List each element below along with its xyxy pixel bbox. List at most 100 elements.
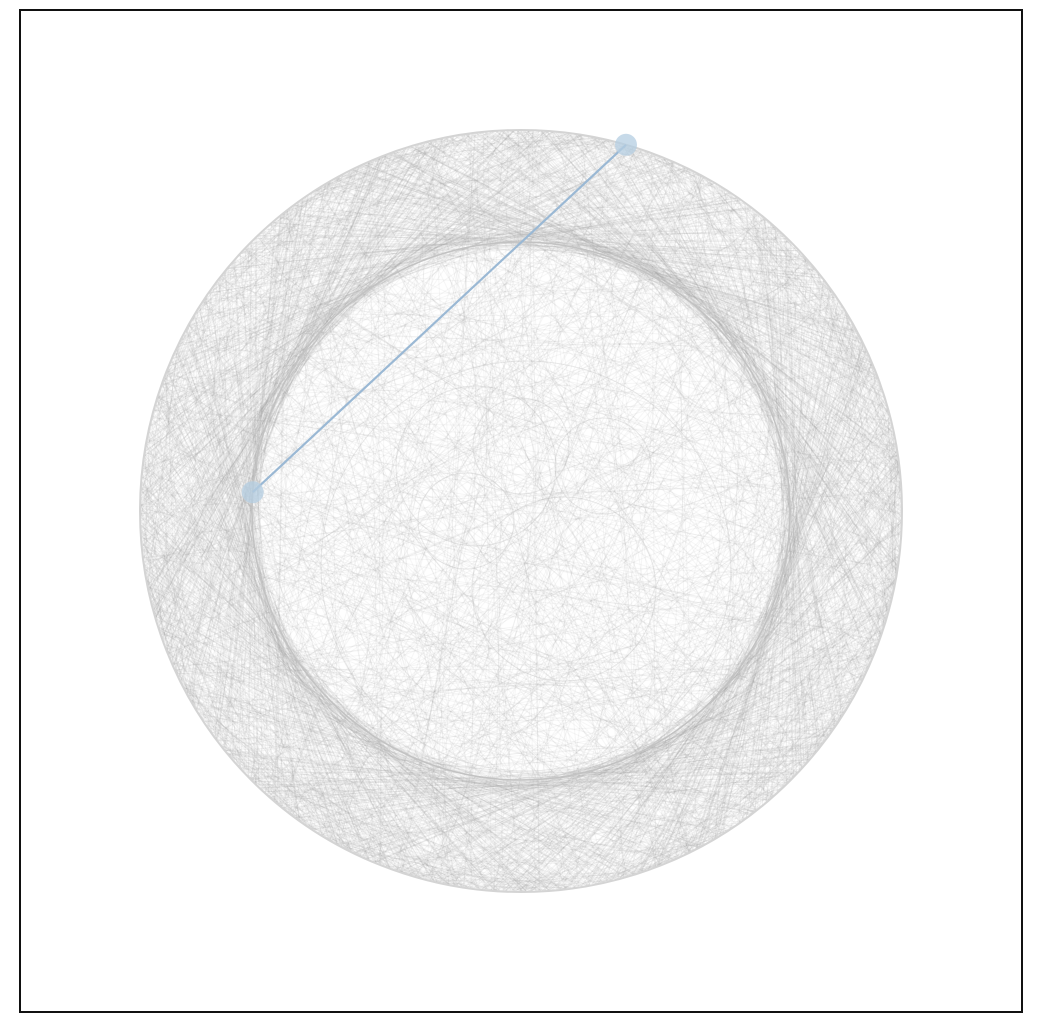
background-chord [175,158,378,674]
outer-circle [139,129,903,893]
background-chord [767,220,810,761]
background-chord [185,330,346,849]
background-chord [152,143,419,609]
background-chord [160,633,792,780]
background-chord [145,156,662,579]
background-chord [509,196,737,892]
background-chord [800,252,899,458]
background-chord [282,213,807,259]
background-chord [391,152,899,459]
background-chord [257,232,782,237]
background-chord [322,185,859,335]
background-chord [167,368,361,857]
background-chord [829,365,874,735]
background-chord [468,133,568,890]
background-chord [392,151,902,484]
background-chord [763,217,808,763]
background-chord [297,819,703,847]
background-chord [237,764,723,835]
background-chord [568,829,730,890]
background-chord [142,560,211,732]
background-chord [284,138,443,811]
background-chord [145,446,377,864]
background-chord [372,159,872,361]
background-chord [678,479,902,858]
background-chord [704,176,875,368]
background-chord [722,289,832,835]
background-chord [764,218,800,772]
background-chord [232,207,753,264]
background-chord [766,592,894,803]
background-chord [377,157,900,560]
background-chord [435,159,669,883]
background-chord [158,350,868,630]
background-chord [240,228,778,255]
background-chord [196,711,284,810]
background-chord [239,253,282,807]
background-chord [548,607,890,892]
background-chord [392,151,901,480]
background-chord [503,603,891,893]
background-chord [203,617,887,722]
background-chord [163,377,887,621]
background-chord [139,505,497,892]
background-chord [164,374,352,853]
background-chord [830,288,898,575]
background-chord [519,129,860,688]
background-chord [479,131,852,322]
background-chord [666,158,875,656]
background-chord [373,367,875,863]
background-chord [785,237,807,765]
background-chord [163,378,408,875]
background-chord [651,462,900,869]
background-chord [833,337,861,729]
background-chord [250,293,835,780]
background-chord [247,776,566,890]
rosette-loop [472,397,570,495]
background-chord [606,139,882,636]
background-chord [160,168,354,637]
background-chord [760,214,894,431]
background-chord [139,192,313,506]
background-chord [177,675,623,879]
background-chord [383,155,901,476]
background-chord [887,407,897,579]
background-chord [392,655,874,871]
background-chord [315,190,834,294]
background-chord [149,144,627,425]
background-chord [184,180,712,691]
background-chord [210,198,304,732]
background-chord [139,505,528,893]
background-chord [140,535,562,891]
background-chord [376,133,577,864]
background-chord [328,181,831,290]
background-chord [325,183,837,298]
background-chord [143,459,492,892]
background-chord [413,843,707,878]
background-chord [144,571,562,891]
background-chord [709,326,855,842]
background-chord [140,482,516,893]
background-chord [636,147,878,648]
background-chord [226,207,752,270]
background-chord [759,260,809,808]
background-chord [685,167,903,519]
background-chord [881,431,895,632]
background-chord [378,144,626,865]
background-chord [286,602,891,813]
background-chord [140,481,353,853]
background-chord [149,423,440,884]
background-chord [617,161,673,880]
background-chord [310,724,837,830]
background-chord [284,211,546,892]
background-chord [501,505,903,892]
background-chord [153,147,407,614]
background-chord [217,280,334,843]
background-chord [217,200,743,281]
background-chord [526,129,902,540]
background-chord [198,307,897,448]
background-chord [532,130,627,878]
background-chord [163,232,782,645]
background-chord [146,151,649,586]
background-chord [355,369,876,855]
